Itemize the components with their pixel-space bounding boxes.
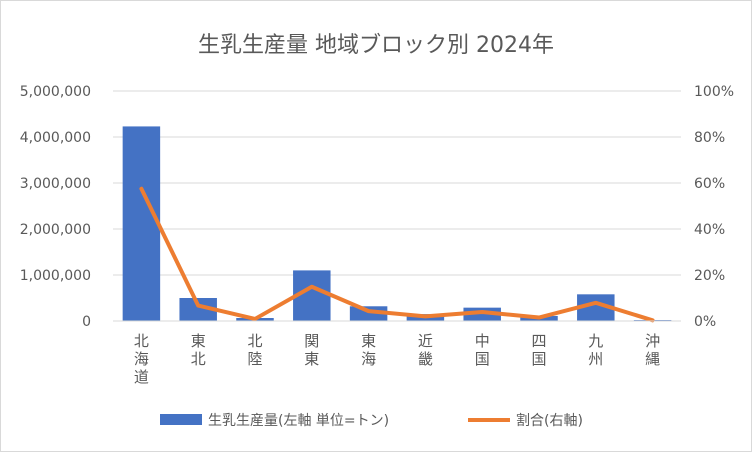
y-tick-label: 1,000,000: [20, 268, 91, 284]
legend-label-bar: 生乳生産量(左軸 単位=トン): [208, 413, 389, 429]
y-tick-label: 5,000,000: [20, 84, 91, 100]
bar: [122, 126, 161, 321]
legend-label-line: 割合(右軸): [516, 412, 583, 429]
bar: [179, 298, 217, 321]
x-tick-label: 東北: [191, 332, 206, 368]
line-series: [139, 186, 655, 323]
y-axis-left: 0 1,000,000 2,000,000 3,000,000 4,000,000 5,0…: [20, 84, 91, 330]
x-tick-label: 中国: [475, 332, 490, 368]
x-tick-label: 北陸: [247, 332, 262, 368]
chart-title: 生乳生産量 地域ブロック別 2024年: [198, 33, 554, 58]
x-tick-label: 近畿: [418, 332, 433, 368]
x-tick-label: 九州: [588, 332, 603, 368]
y-tick-label: 2,000,000: [20, 222, 91, 238]
x-tick-label: 関東: [304, 332, 319, 368]
y-tick-label: 4,000,000: [20, 130, 91, 146]
x-axis-categories: 北海道 東北 北陸 関東 東海 近畿 中国 四国 九州 沖縄: [134, 332, 660, 386]
line-path: [139, 186, 655, 323]
x-tick-label: 東海: [361, 332, 376, 368]
x-tick-label: 四国: [531, 332, 546, 368]
legend-swatch-bar: [160, 414, 202, 425]
y2-tick-label: 0%: [694, 314, 716, 330]
x-tick-label: 北海道: [134, 332, 149, 386]
bar: [349, 306, 388, 321]
y2-tick-label: 60%: [694, 176, 725, 192]
y-axis-right: 0% 20% 40% 60% 80% 100%: [694, 84, 734, 330]
legend: 生乳生産量(左軸 単位=トン) 割合(右軸): [160, 412, 583, 429]
y-tick-label: 0: [82, 314, 91, 330]
x-tick-label: 沖縄: [645, 332, 660, 368]
y2-tick-label: 40%: [694, 222, 725, 238]
y-tick-label: 3,000,000: [20, 176, 91, 192]
y2-tick-label: 100%: [694, 84, 734, 100]
y2-tick-label: 20%: [694, 268, 725, 284]
y2-tick-label: 80%: [694, 130, 725, 146]
bar-series: [122, 126, 672, 321]
gridlines: [113, 90, 681, 276]
